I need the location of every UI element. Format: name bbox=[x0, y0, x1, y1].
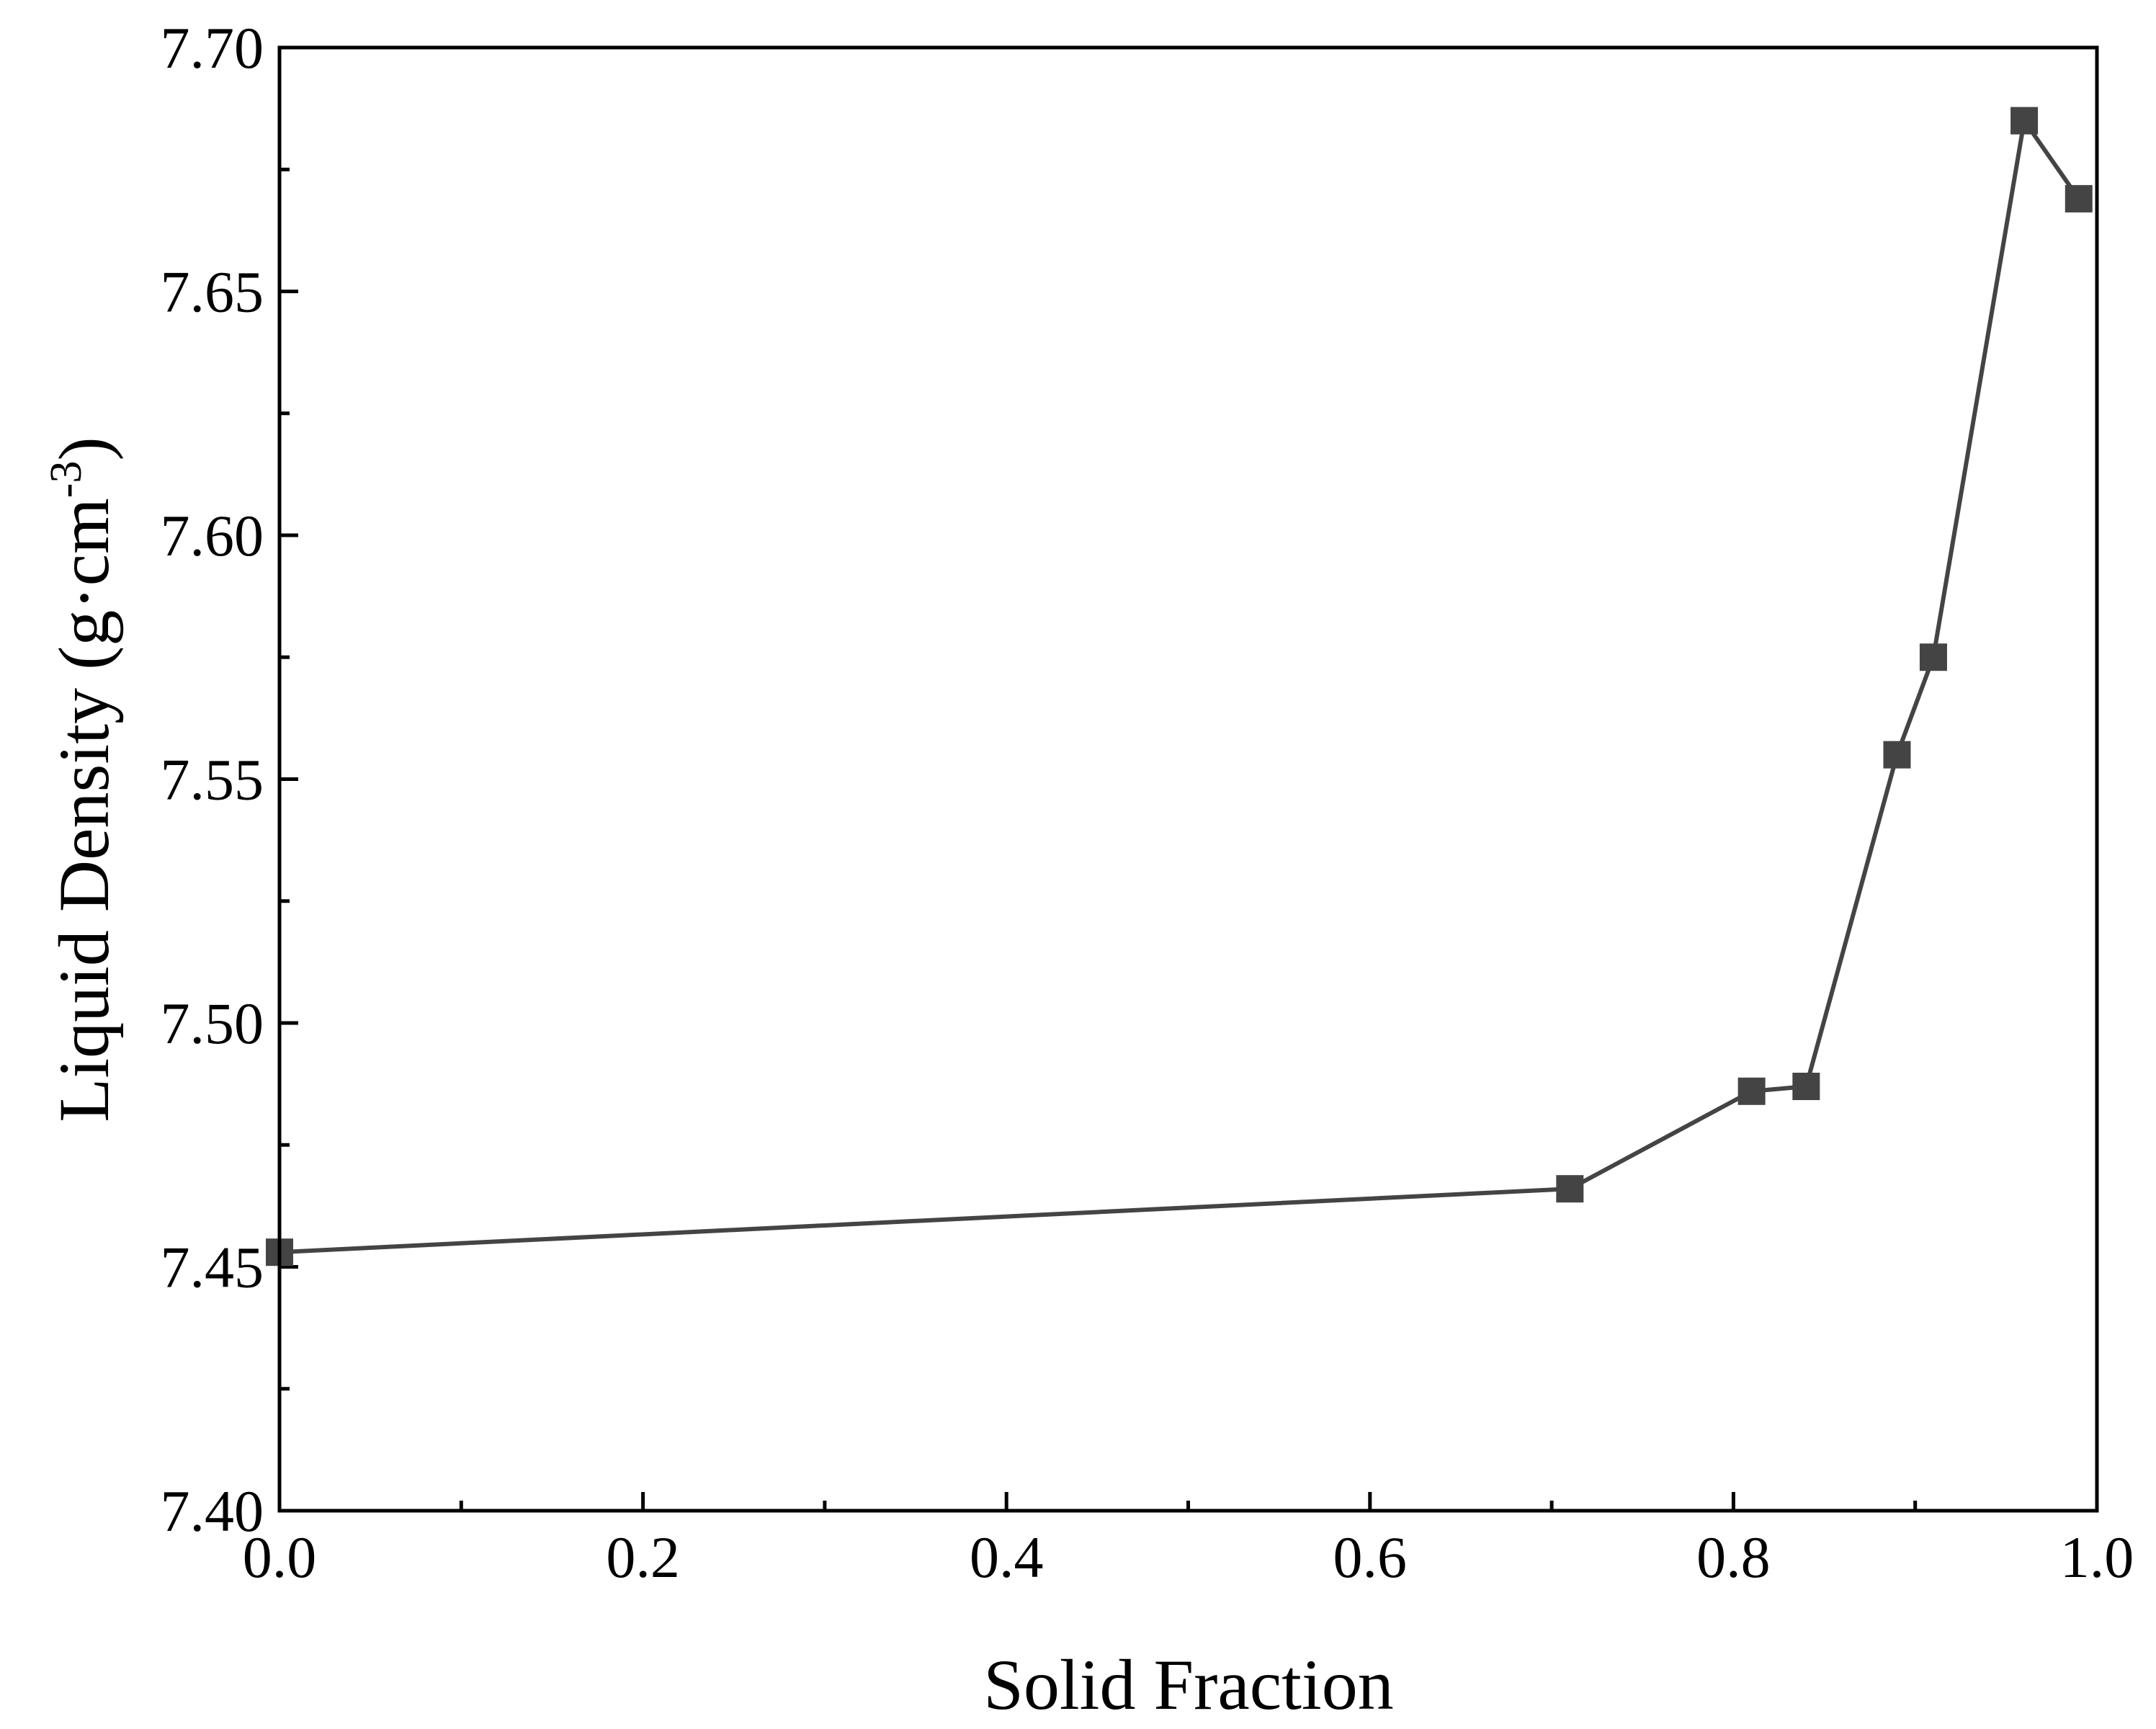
x-axis-title: Solid Fraction bbox=[983, 1645, 1393, 1725]
data-point-marker bbox=[1792, 1073, 1820, 1101]
ticks-layer: 0.0 0.2 0.4 0.6 0.8 1.0 7.40 7.45 7.50 7.55 7.60 7.… bbox=[161, 15, 2134, 1590]
x-tick-label: 0.8 bbox=[1696, 1524, 1771, 1590]
x-tick-label: 0.6 bbox=[1333, 1524, 1408, 1590]
y-tick-label: 7.60 bbox=[161, 503, 264, 568]
x-tick-label: 1.0 bbox=[2060, 1524, 2134, 1590]
x-tick-label: 0.0 bbox=[243, 1524, 317, 1590]
data-point-marker bbox=[1919, 643, 1947, 671]
plot-frame bbox=[277, 45, 2099, 1513]
y-tick-label: 7.55 bbox=[161, 747, 264, 813]
series-layer bbox=[266, 107, 2093, 1266]
y-tick-label: 7.50 bbox=[161, 991, 264, 1056]
x-tick-label: 0.2 bbox=[606, 1524, 680, 1590]
y-axis-title-main: Liquid Density (g·cm bbox=[44, 498, 124, 1122]
y-axis-title: Liquid Density (g·cm-3) bbox=[42, 437, 124, 1122]
data-point-marker bbox=[1556, 1175, 1584, 1203]
x-tick-label: 0.4 bbox=[970, 1524, 1044, 1590]
y-tick-label: 7.70 bbox=[161, 15, 264, 81]
y-tick-label: 7.65 bbox=[161, 259, 264, 325]
y-axis-title-close: ) bbox=[44, 437, 124, 460]
data-point-marker bbox=[1737, 1077, 1766, 1105]
y-axis-title-superscript: -3 bbox=[42, 461, 91, 499]
data-point-marker bbox=[2010, 107, 2039, 135]
data-point-marker bbox=[1883, 741, 1911, 769]
data-point-marker bbox=[2065, 184, 2093, 213]
y-tick-label: 7.40 bbox=[161, 1478, 264, 1544]
series-line bbox=[279, 115, 2081, 1255]
y-tick-label: 7.45 bbox=[161, 1235, 264, 1300]
